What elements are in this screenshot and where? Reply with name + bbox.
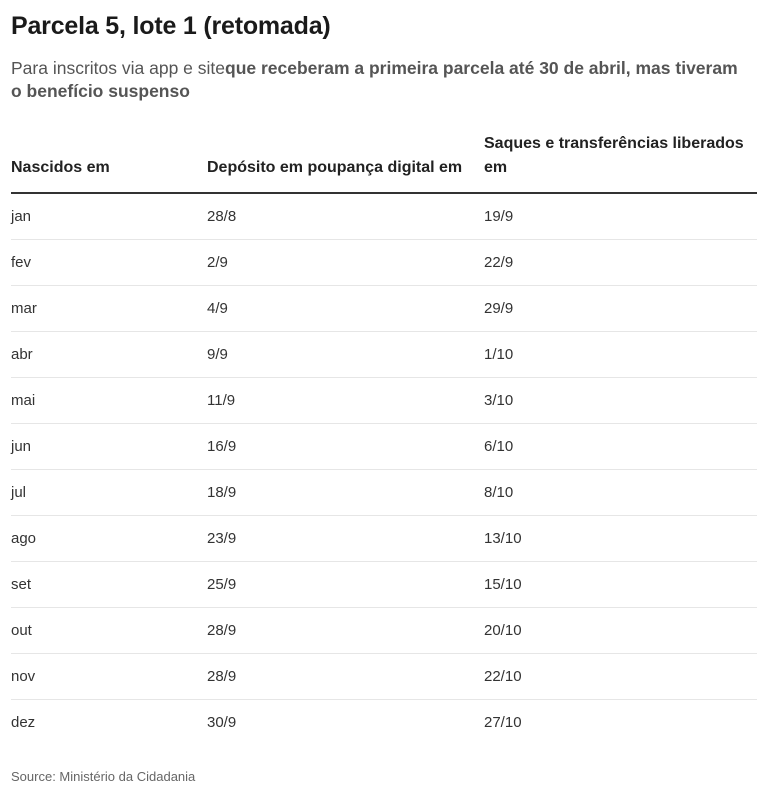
cell-deposit-date: 2/9 [207,239,484,286]
table-row: abr 9/9 1/10 [11,331,757,378]
cell-deposit-date: 28/8 [207,193,484,240]
cell-withdrawal-date: 19/9 [484,193,757,240]
cell-deposit-date: 18/9 [207,469,484,516]
table-row: set 25/9 15/10 [11,561,757,608]
cell-deposit-date: 30/9 [207,714,237,731]
cell-withdrawal-date: 15/10 [484,561,757,608]
cell-deposit-date: 23/9 [207,515,484,562]
cell-withdrawal-date: 13/10 [484,515,757,562]
cell-withdrawal-date: 8/10 [484,469,757,516]
cell-withdrawal-date: 27/10 [484,714,522,731]
cell-deposit-date: 25/9 [207,561,484,608]
cell-birth-month: ago [11,515,207,562]
subtitle-bold: que receberam a primeira parcela até 30 … [11,58,738,101]
cell-birth-month: jun [11,423,207,470]
cell-deposit-date: 9/9 [207,331,484,378]
column-header-deposit-date: Depósito em poupança digital em [207,132,484,194]
table-row: mai 11/9 3/10 [11,377,757,424]
cell-withdrawal-date: 6/10 [484,423,757,470]
cell-withdrawal-date: 20/10 [484,607,757,654]
table-row: dez 30/9 27/10 [11,700,757,746]
column-header-withdrawal-date: Saques e transferências liberados em [484,132,757,194]
table-row: jun 16/9 6/10 [11,423,757,470]
cell-deposit-date: 28/9 [207,607,484,654]
cell-birth-month: mai [11,377,207,424]
cell-withdrawal-date: 29/9 [484,285,757,332]
cell-deposit-date: 28/9 [207,653,484,700]
table-row: fev 2/9 22/9 [11,239,757,286]
table-row: jul 18/9 8/10 [11,469,757,516]
cell-withdrawal-date: 22/9 [484,239,757,286]
column-header-birth-month: Nascidos em [11,132,207,194]
table-body: jan 28/8 19/9 fev 2/9 22/9 mar 4/9 29/9 abr 9/9 1/1… [11,193,757,745]
table-row: nov 28/9 22/10 [11,653,757,700]
subtitle-normal: Para inscritos via app e site [11,58,225,78]
cell-birth-month: dez [11,714,36,731]
table-row: ago 23/9 13/10 [11,515,757,562]
page-title: Parcela 5, lote 1 (retomada) [11,12,331,40]
cell-birth-month: mar [11,285,207,332]
cell-birth-month: jul [11,469,207,516]
cell-birth-month: nov [11,653,207,700]
schedule-table: Nascidos em Depósito em poupança digital… [11,132,757,745]
source-note: Source: Ministério da Cidadania [11,769,196,784]
cell-deposit-date: 16/9 [207,423,484,470]
table-row: out 28/9 20/10 [11,607,757,654]
cell-birth-month: jan [11,193,207,240]
cell-withdrawal-date: 3/10 [484,377,757,424]
cell-birth-month: set [11,561,207,608]
subtitle: Para inscritos via app e siteque receber… [11,57,751,103]
table-row: jan 28/8 19/9 [11,193,757,240]
cell-deposit-date: 11/9 [207,377,484,424]
table-row: mar 4/9 29/9 [11,285,757,332]
cell-birth-month: abr [11,331,207,378]
cell-birth-month: out [11,607,207,654]
cell-withdrawal-date: 1/10 [484,331,757,378]
table-header-row: Nascidos em Depósito em poupança digital… [11,132,757,194]
cell-deposit-date: 4/9 [207,285,484,332]
cell-birth-month: fev [11,239,207,286]
cell-withdrawal-date: 22/10 [484,653,757,700]
